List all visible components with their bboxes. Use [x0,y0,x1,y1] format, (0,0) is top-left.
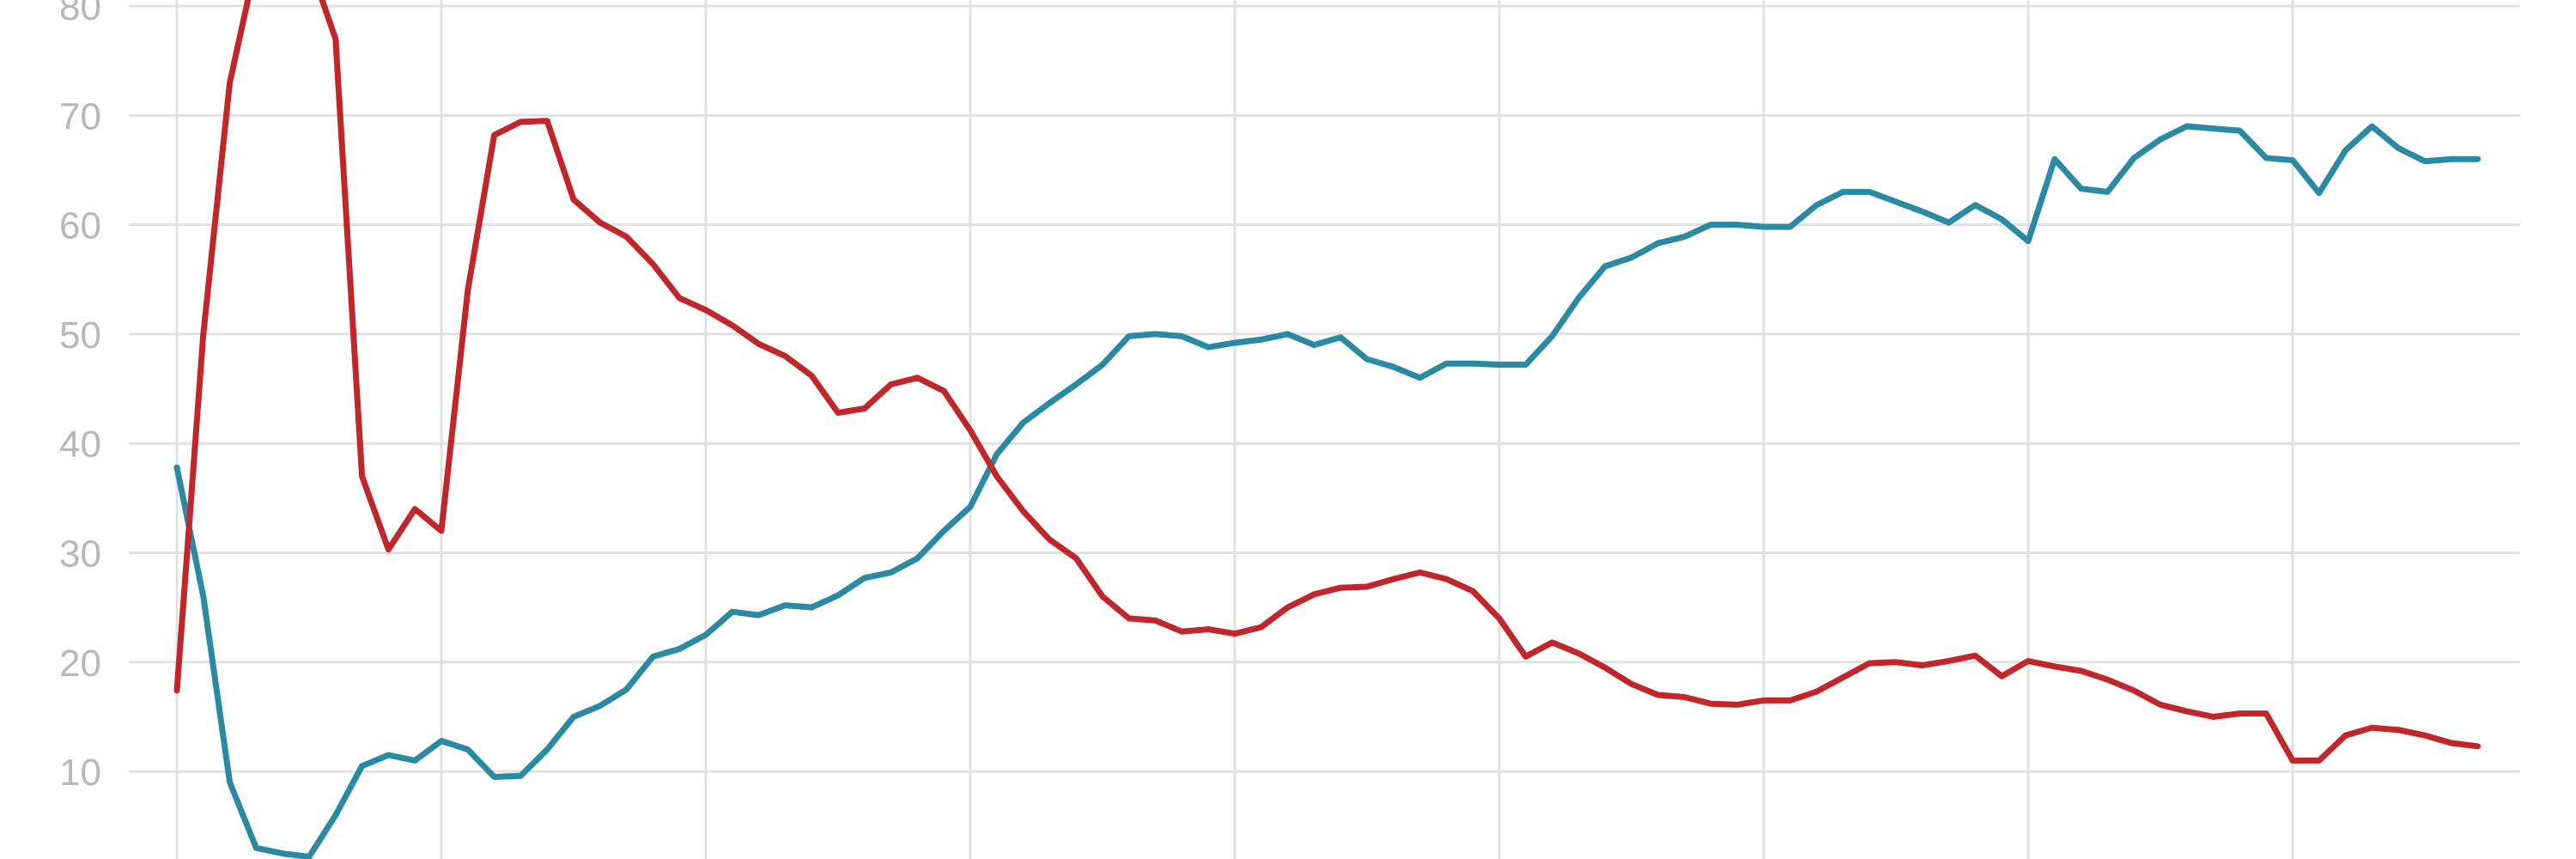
y-tick-label: 70 [59,95,101,137]
y-tick-label: 10 [59,752,101,794]
y-tick-label: 30 [59,533,101,576]
y-gridlines [129,4,2520,773]
y-tick-label: 20 [59,643,101,685]
x-gridlines [175,0,2294,859]
y-tick-label: 80 [59,0,101,28]
series-line-2 [173,0,2482,764]
series-line-1 [173,123,2482,859]
y-tick-label: 50 [59,314,101,356]
y-axis-tick-labels: 10 20 30 40 50 60 70 80 [59,0,101,794]
y-tick-label: 40 [59,423,101,466]
series-lines [173,0,2482,859]
y-tick-label: 60 [59,205,101,247]
